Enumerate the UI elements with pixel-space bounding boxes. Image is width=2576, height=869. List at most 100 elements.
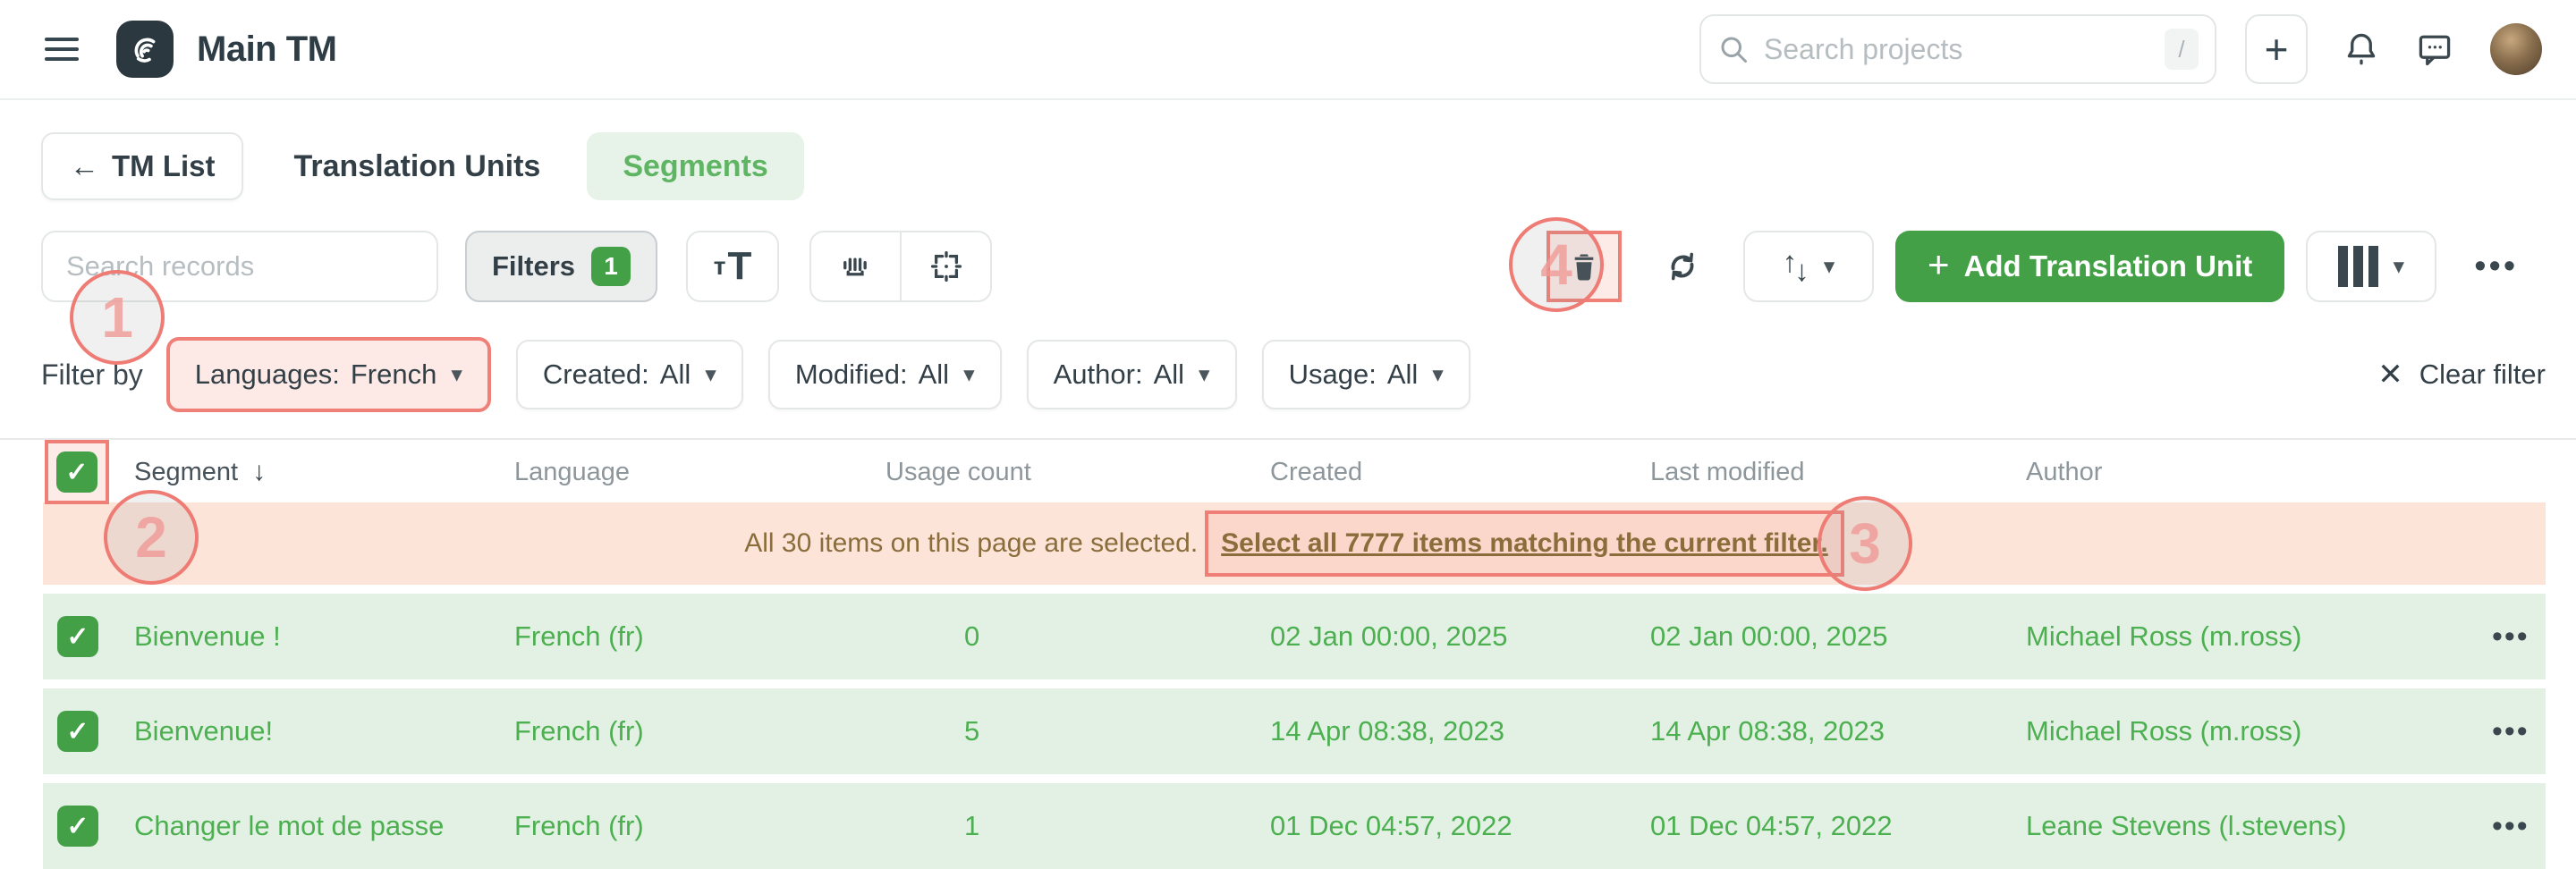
segment-view-button-group bbox=[809, 231, 993, 302]
languages-filter-label: Languages: bbox=[194, 359, 340, 390]
segments-toolbar: Filters 1 т T bbox=[41, 231, 2546, 302]
filter-row: Filter by Languages: French ▾ Created: A… bbox=[41, 337, 2546, 412]
match-case-icon: т bbox=[713, 252, 726, 280]
create-new-button[interactable]: + bbox=[2245, 14, 2308, 84]
row-more-button[interactable]: ••• bbox=[2492, 714, 2546, 749]
created-filter-dropdown[interactable]: Created: All ▾ bbox=[515, 340, 743, 409]
column-header-created[interactable]: Created bbox=[1270, 457, 1363, 486]
author-filter-label: Author: bbox=[1053, 359, 1143, 390]
column-header-language[interactable]: Language bbox=[514, 457, 631, 486]
table-row[interactable]: ✓ Changer le mot de passe French (fr) 1 … bbox=[43, 783, 2546, 869]
select-all-checkbox[interactable]: ✓ bbox=[56, 451, 97, 493]
user-avatar[interactable] bbox=[2490, 23, 2542, 75]
created-filter-label: Created: bbox=[542, 359, 649, 390]
frame-target-icon bbox=[930, 250, 962, 283]
chevron-down-icon: ▾ bbox=[963, 362, 975, 387]
cell-segment: Bienvenue ! bbox=[134, 620, 281, 652]
sort-button[interactable]: ↑ ↓ ▾ bbox=[1743, 231, 1875, 302]
tab-segments[interactable]: Segments bbox=[587, 132, 804, 200]
author-filter-dropdown[interactable]: Author: All ▾ bbox=[1026, 340, 1237, 409]
created-filter-value: All bbox=[659, 359, 691, 390]
row-checkbox[interactable]: ✓ bbox=[57, 711, 98, 752]
more-options-button[interactable]: ••• bbox=[2474, 247, 2519, 285]
table-header-row: ✓ Segment ↓ Language Usage count Created… bbox=[43, 440, 2546, 504]
column-header-usage-count[interactable]: Usage count bbox=[886, 457, 1031, 486]
topbar: Main TM / + bbox=[0, 0, 2576, 100]
hidden-characters-button[interactable] bbox=[811, 232, 900, 300]
modified-filter-value: All bbox=[918, 359, 950, 390]
row-checkbox[interactable]: ✓ bbox=[57, 616, 98, 657]
chat-bubble-icon bbox=[2419, 35, 2451, 66]
search-icon bbox=[1721, 37, 1747, 63]
columns-icon bbox=[2338, 246, 2379, 287]
hamburger-menu-icon[interactable] bbox=[45, 31, 79, 67]
add-translation-unit-button[interactable]: + Add Translation Unit bbox=[1895, 231, 2285, 302]
languages-filter-value: French bbox=[350, 359, 437, 390]
chevron-down-icon: ▾ bbox=[2393, 254, 2405, 279]
table-row[interactable]: ✓ Bienvenue! French (fr) 5 14 Apr 08:38,… bbox=[43, 688, 2546, 774]
replace-in-segments-button[interactable] bbox=[1663, 247, 1702, 286]
project-search-input[interactable] bbox=[1764, 32, 2165, 66]
cell-last-modified: 02 Jan 00:00, 2025 bbox=[1650, 620, 1888, 652]
column-header-last-modified[interactable]: Last modified bbox=[1650, 457, 1805, 486]
modified-filter-label: Modified: bbox=[794, 359, 908, 390]
chevron-down-icon: ▾ bbox=[1432, 362, 1444, 387]
app-logo[interactable] bbox=[116, 21, 174, 78]
filter-by-label: Filter by bbox=[41, 358, 143, 391]
records-search[interactable] bbox=[41, 231, 438, 302]
cell-language: French (fr) bbox=[514, 810, 644, 841]
languages-filter-dropdown[interactable]: Languages: French ▾ bbox=[165, 337, 491, 412]
column-header-author[interactable]: Author bbox=[2026, 457, 2103, 486]
table-row[interactable]: ✓ Bienvenue ! French (fr) 0 02 Jan 00:00… bbox=[43, 594, 2546, 679]
usage-filter-dropdown[interactable]: Usage: All ▾ bbox=[1261, 340, 1470, 409]
cell-author: Michael Ross (m.ross) bbox=[2026, 715, 2302, 747]
shortcut-badge: / bbox=[2165, 29, 2199, 70]
filters-button[interactable]: Filters 1 bbox=[465, 231, 658, 302]
cell-language: French (fr) bbox=[514, 620, 644, 652]
cell-author: Leane Stevens (l.stevens) bbox=[2026, 810, 2347, 841]
select-all-matching-link[interactable]: Select all 7777 items matching the curre… bbox=[1221, 528, 1828, 558]
cell-usage-count: 5 bbox=[964, 715, 980, 747]
selection-banner: All 30 items on this page are selected. … bbox=[43, 502, 2546, 585]
add-translation-unit-label: Add Translation Unit bbox=[1963, 249, 2253, 283]
close-icon: ✕ bbox=[2377, 358, 2403, 392]
row-more-button[interactable]: ••• bbox=[2492, 620, 2546, 654]
notifications-button[interactable] bbox=[2342, 30, 2381, 69]
back-to-tm-list-button[interactable]: ← TM List bbox=[41, 132, 244, 200]
annotation-box-select-all: ✓ bbox=[45, 440, 109, 504]
messages-button[interactable] bbox=[2415, 30, 2454, 69]
chevron-down-icon: ▾ bbox=[705, 362, 716, 387]
crop-frame-button[interactable] bbox=[900, 232, 990, 300]
clear-filter-button[interactable]: ✕ Clear filter bbox=[2377, 357, 2546, 392]
modified-filter-dropdown[interactable]: Modified: All ▾ bbox=[767, 340, 1002, 409]
replace-cycle-icon bbox=[1671, 252, 1694, 281]
match-case-button[interactable]: т T bbox=[686, 231, 780, 302]
cell-usage-count: 1 bbox=[964, 810, 980, 841]
column-header-segment[interactable]: Segment ↓ bbox=[134, 457, 267, 486]
delete-selected-button[interactable] bbox=[1567, 249, 1601, 283]
sort-descending-icon: ↓ bbox=[252, 457, 267, 486]
bell-icon bbox=[2347, 33, 2376, 65]
annotation-box-delete bbox=[1546, 231, 1623, 302]
logo-shell-icon bbox=[134, 38, 156, 63]
project-search[interactable]: / bbox=[1699, 14, 2216, 84]
row-more-button[interactable]: ••• bbox=[2492, 809, 2546, 844]
cell-created: 02 Jan 00:00, 2025 bbox=[1270, 620, 1508, 652]
row-checkbox[interactable]: ✓ bbox=[57, 806, 98, 847]
cell-usage-count: 0 bbox=[964, 620, 980, 652]
author-filter-value: All bbox=[1153, 359, 1185, 390]
cell-language: French (fr) bbox=[514, 715, 644, 747]
tab-translation-units[interactable]: Translation Units bbox=[293, 148, 541, 183]
segments-table: ✓ Segment ↓ Language Usage count Created… bbox=[0, 438, 2576, 869]
cell-segment: Changer le mot de passe bbox=[134, 810, 445, 841]
columns-settings-button[interactable]: ▾ bbox=[2306, 231, 2437, 302]
cell-created: 14 Apr 08:38, 2023 bbox=[1270, 715, 1505, 747]
cell-last-modified: 14 Apr 08:38, 2023 bbox=[1650, 715, 1885, 747]
cell-author: Michael Ross (m.ross) bbox=[2026, 620, 2302, 652]
chevron-down-icon: ▾ bbox=[451, 362, 462, 387]
back-button-label: TM List bbox=[112, 149, 216, 182]
sort-icon: ↑ ↓ bbox=[1782, 245, 1809, 287]
usage-filter-label: Usage: bbox=[1288, 359, 1377, 390]
filters-count-badge: 1 bbox=[591, 247, 631, 286]
records-search-input[interactable] bbox=[66, 250, 413, 283]
